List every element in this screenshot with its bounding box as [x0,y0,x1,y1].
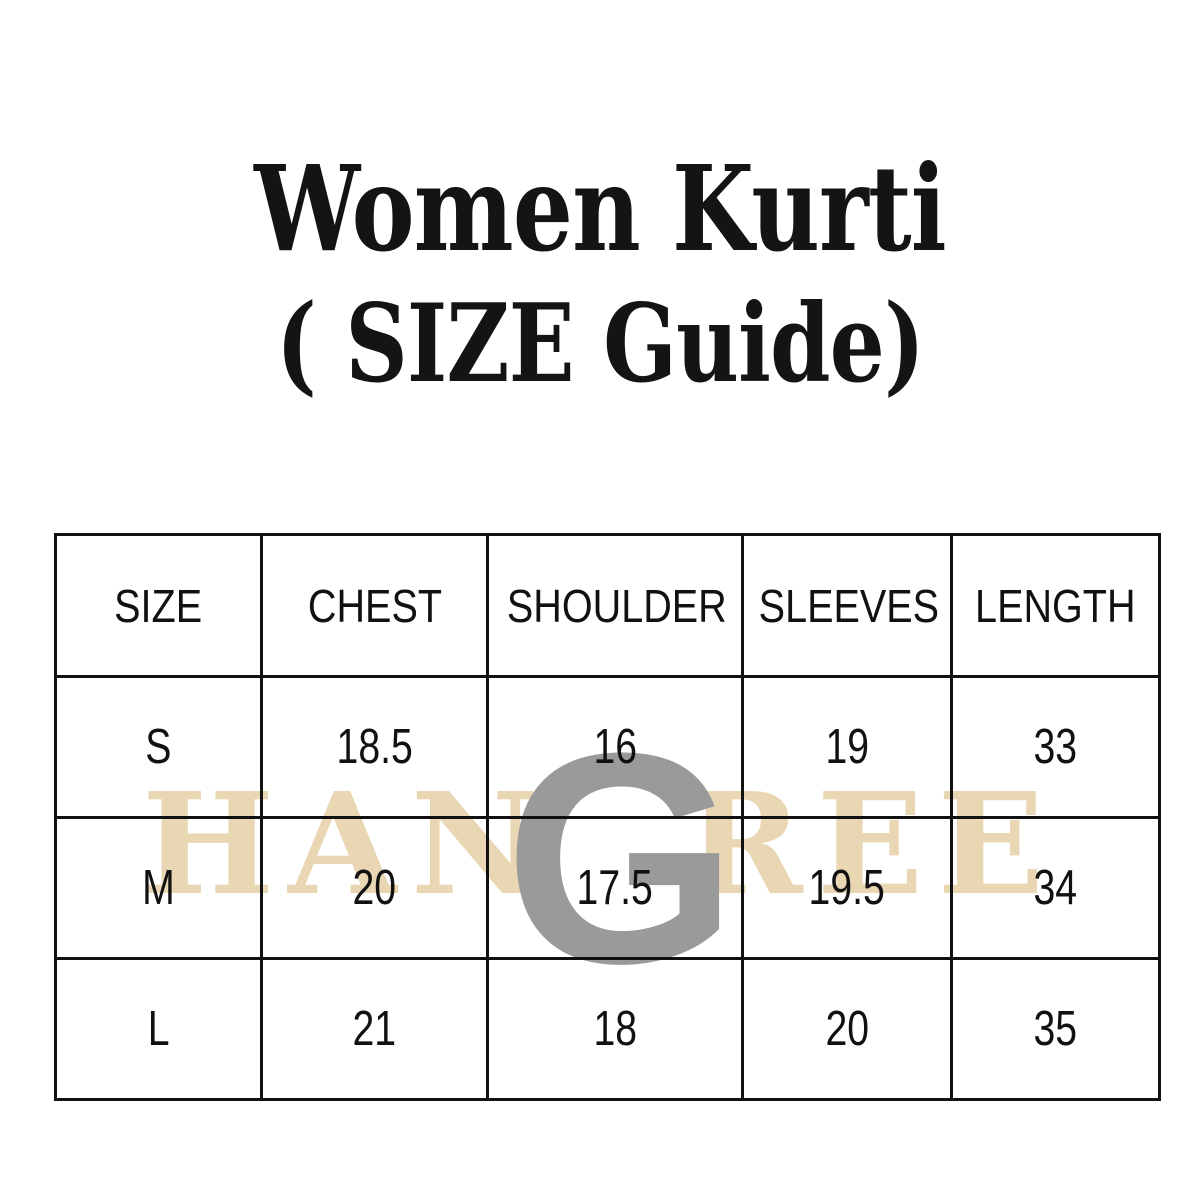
cell-shoulder: 16 [486,675,744,819]
cell-size-value: S [145,720,172,774]
cell-shoulder: 17.5 [486,816,744,960]
table-row: S 18.5 16 19 33 [54,675,1161,819]
cell-chest-value: 18.5 [336,720,413,774]
cell-length: 35 [950,957,1161,1101]
cell-size: S [54,675,263,819]
cell-length-value: 35 [1033,1002,1078,1056]
column-header-sleeves: SLEEVES [741,533,953,678]
cell-shoulder: 18 [486,957,744,1101]
cell-shoulder-value: 18 [593,1002,637,1056]
cell-sleeves-value: 19 [825,720,869,774]
column-header-sleeves-label: SLEEVES [758,579,940,632]
cell-chest-value: 20 [352,861,397,915]
column-header-size: SIZE [54,533,263,678]
cell-length-value: 34 [1033,861,1078,915]
cell-chest: 21 [260,957,489,1101]
cell-size-value: L [147,1002,170,1056]
column-header-shoulder: SHOULDER [486,533,744,678]
cell-length-value: 33 [1033,720,1078,774]
cell-sleeves: 19 [741,675,953,819]
cell-sleeves-value: 19.5 [808,861,886,915]
cell-sleeves-value: 20 [825,1002,869,1056]
column-header-chest: CHEST [260,533,489,678]
table-header-row: SIZE CHEST SHOULDER SLEEVES LENGTH [54,533,1161,678]
cell-sleeves: 19.5 [741,816,953,960]
cell-sleeves: 20 [741,957,953,1101]
cell-shoulder-value: 16 [593,720,637,774]
size-table: SIZE CHEST SHOULDER SLEEVES LENGTH S 18.… [54,533,1161,1101]
page-title: Women Kurti ( SIZE Guide) [0,139,1200,407]
cell-length: 33 [950,675,1161,819]
title-line-secondary: ( SIZE Guide) [275,281,925,407]
cell-size: L [54,957,263,1101]
column-header-size-label: SIZE [114,579,203,632]
cell-size: M [54,816,263,960]
size-chart: SIZE CHEST SHOULDER SLEEVES LENGTH S 18.… [54,533,1161,1101]
column-header-length-label: LENGTH [975,579,1136,632]
cell-size-value: M [142,861,175,915]
cell-shoulder-value: 17.5 [576,861,654,915]
cell-chest: 20 [260,816,489,960]
title-line-primary: Women Kurti [254,139,947,278]
cell-chest-value: 21 [352,1002,397,1056]
column-header-length: LENGTH [950,533,1161,678]
column-header-shoulder-label: SHOULDER [506,579,727,632]
table-row: M 20 17.5 19.5 34 [54,816,1161,960]
column-header-chest-label: CHEST [307,579,442,632]
table-row: L 21 18 20 35 [54,957,1161,1101]
cell-length: 34 [950,816,1161,960]
cell-chest: 18.5 [260,675,489,819]
